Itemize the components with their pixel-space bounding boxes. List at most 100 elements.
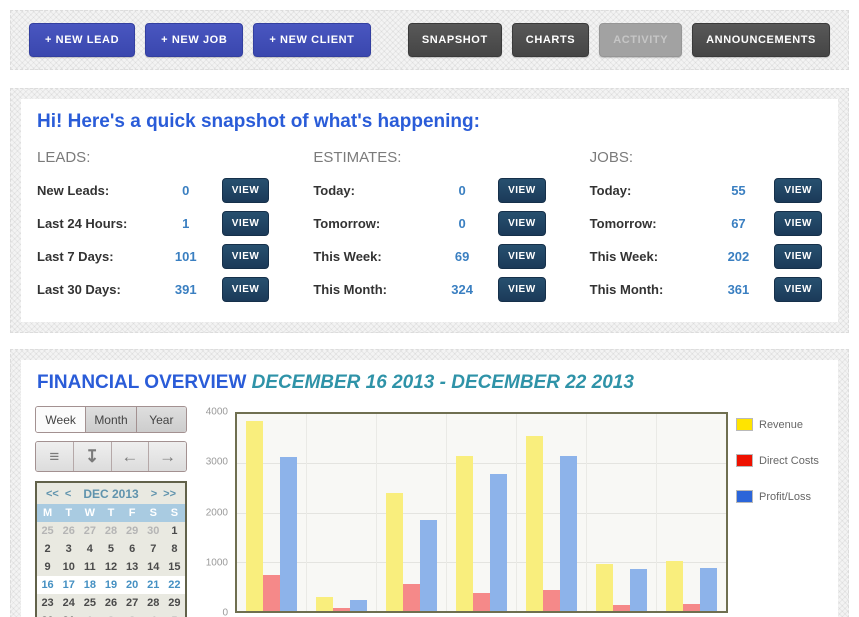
period-tab-year[interactable]: Year <box>136 407 186 432</box>
stat-value[interactable]: 324 <box>451 282 473 297</box>
tab-announcements-button[interactable]: ANNOUNCEMENTS <box>692 23 830 57</box>
calendar-day[interactable]: 1 <box>79 612 100 617</box>
stat-value[interactable]: 361 <box>727 282 750 297</box>
arrow-right-icon[interactable]: → <box>149 442 186 471</box>
profit-loss-bar <box>420 519 437 611</box>
new-client-button[interactable]: + NEW CLIENT <box>253 23 371 57</box>
calendar-day[interactable]: 2 <box>44 543 51 555</box>
calendar-day[interactable]: 16 <box>41 579 54 591</box>
calendar-day[interactable]: 21 <box>147 579 160 591</box>
calendar-day[interactable]: 27 <box>126 597 139 609</box>
calendar-day[interactable]: 3 <box>65 543 72 555</box>
calendar-day[interactable]: 22 <box>168 579 181 591</box>
calendar-day[interactable]: 9 <box>44 561 51 573</box>
period-tab-month[interactable]: Month <box>86 407 137 432</box>
calendar-week: 23 24 25 26 27 28 29 <box>37 594 185 612</box>
calendar-day[interactable]: 27 <box>83 525 96 537</box>
calendar-day[interactable]: 26 <box>104 597 118 609</box>
stat-row: This Week: 69 VIEW <box>313 244 546 269</box>
new-job-button[interactable]: + NEW JOB <box>145 23 244 57</box>
calendar-day[interactable]: 29 <box>168 597 181 609</box>
view-button[interactable]: VIEW <box>221 277 270 302</box>
calendar-day[interactable]: 28 <box>147 597 160 609</box>
calendar-day[interactable]: 24 <box>62 597 75 609</box>
view-button[interactable]: VIEW <box>774 244 822 269</box>
view-button[interactable]: VIEW <box>774 211 822 236</box>
download-icon[interactable]: ↧ <box>73 442 112 471</box>
calendar-day[interactable]: 7 <box>150 543 157 555</box>
view-button[interactable]: VIEW <box>774 277 822 302</box>
stat-value[interactable]: 0 <box>458 183 466 198</box>
calendar-day[interactable]: 25 <box>41 525 54 537</box>
snapshot-heading: Hi! Here's a quick snapshot of what's ha… <box>37 111 480 132</box>
view-button[interactable]: VIEW <box>498 244 546 269</box>
stat-value[interactable]: 1 <box>182 216 190 231</box>
stat-value[interactable]: 55 <box>731 183 746 198</box>
view-button[interactable]: VIEW <box>498 277 546 302</box>
calendar-day[interactable]: 11 <box>84 561 96 573</box>
period-tab-group: Week Month Year <box>35 406 187 433</box>
stat-row: Tomorrow: 67 VIEW <box>590 211 822 236</box>
tab-activity-button[interactable]: ACTIVITY <box>599 23 683 57</box>
direct-costs-bar <box>473 592 490 611</box>
financial-date-range: DECEMBER 16 2013 - DECEMBER 22 2013 <box>251 372 634 393</box>
calendar-day[interactable]: 14 <box>147 561 160 573</box>
view-button[interactable]: VIEW <box>221 178 270 203</box>
stat-value[interactable]: 202 <box>727 249 750 264</box>
calendar-day[interactable]: 25 <box>83 597 96 609</box>
calendar-day[interactable]: 17 <box>62 579 75 591</box>
calendar-week: 9 10 11 12 13 14 15 <box>37 558 185 576</box>
calendar-day[interactable]: 13 <box>126 561 139 573</box>
stat-value[interactable]: 101 <box>174 249 197 264</box>
calendar-day[interactable]: 18 <box>83 579 96 591</box>
stat-row: This Month: 324 VIEW <box>313 277 546 302</box>
stat-value[interactable]: 67 <box>731 216 746 231</box>
calendar-day[interactable]: 20 <box>126 579 139 591</box>
view-button[interactable]: VIEW <box>221 244 270 269</box>
calendar-day[interactable]: 1 <box>171 525 178 537</box>
calendar-day[interactable]: 26 <box>62 525 75 537</box>
calendar-day[interactable]: 30 <box>147 525 160 537</box>
stat-value[interactable]: 0 <box>458 216 466 231</box>
stat-value[interactable]: 69 <box>454 249 470 264</box>
calendar-day[interactable]: 19 <box>104 579 118 591</box>
calendar-day[interactable]: 31 <box>58 612 79 617</box>
tab-charts-button[interactable]: CHARTS <box>511 23 590 57</box>
calendar-day[interactable]: 6 <box>129 543 136 555</box>
calendar-day[interactable]: 12 <box>104 561 118 573</box>
new-lead-button[interactable]: + NEW LEAD <box>29 23 136 57</box>
revenue-bar <box>316 597 333 611</box>
calendar-day[interactable]: 5 <box>164 612 185 617</box>
calendar-prev-button[interactable]: < <box>64 488 72 500</box>
calendar-day[interactable]: 29 <box>126 525 139 537</box>
calendar-day[interactable]: 3 <box>122 612 143 617</box>
calendar-fast-next-button[interactable]: >> <box>163 488 176 500</box>
calendar-day[interactable]: 10 <box>62 561 75 573</box>
view-button[interactable]: VIEW <box>498 178 546 203</box>
calendar-day[interactable]: 28 <box>104 525 118 537</box>
stat-value[interactable]: 0 <box>182 183 190 198</box>
calendar-day[interactable]: 4 <box>86 543 93 555</box>
calendar-week: 303112345 <box>37 612 185 617</box>
calendar-day[interactable]: 30 <box>37 612 58 617</box>
gridline <box>237 512 726 514</box>
view-button[interactable]: VIEW <box>498 211 546 236</box>
chart-icon-toolbar: ≡ ↧ ← → <box>35 441 187 472</box>
calendar-day[interactable]: 23 <box>41 597 54 609</box>
calendar-day[interactable]: 4 <box>143 612 164 617</box>
view-button[interactable]: VIEW <box>221 211 270 236</box>
financial-title: FINANCIAL OVERVIEW <box>37 372 247 393</box>
calendar-day[interactable]: 8 <box>171 543 178 555</box>
menu-icon[interactable]: ≡ <box>36 442 74 471</box>
calendar-day[interactable]: 2 <box>100 612 121 617</box>
calendar-next-button[interactable]: > <box>150 488 158 500</box>
direct-costs-bar <box>683 603 700 611</box>
calendar-day[interactable]: 15 <box>168 561 181 573</box>
arrow-left-icon[interactable]: ← <box>111 442 150 471</box>
view-button[interactable]: VIEW <box>774 178 822 203</box>
tab-snapshot-button[interactable]: SNAPSHOT <box>407 23 502 57</box>
calendar-day[interactable]: 5 <box>107 543 115 555</box>
period-tab-week[interactable]: Week <box>36 407 87 432</box>
calendar-fast-prev-button[interactable]: << <box>46 488 59 500</box>
stat-value[interactable]: 391 <box>174 282 197 297</box>
